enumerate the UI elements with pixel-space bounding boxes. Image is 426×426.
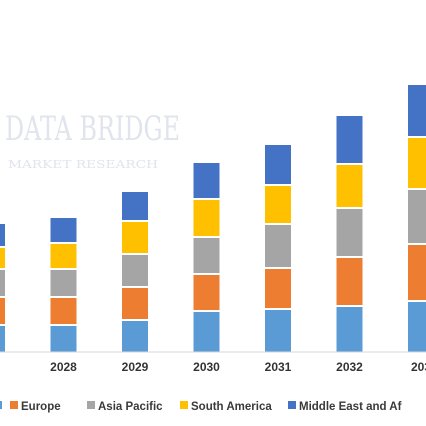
bar-segment-2032-europe [336,258,363,305]
bar-segment-2031-north-america [265,310,291,352]
bar-segment-2029-europe [122,288,148,319]
bar-segment-2032-south-america [336,165,363,207]
bar-segment-2027-asia-pacific [0,270,5,296]
bar-segment-2027-middle-east-and-africa [0,224,5,246]
bar-segment-2029-north-america [122,321,148,352]
bar-segment-2033-europe [408,245,426,300]
x-tick-label: 2028 [50,360,77,374]
bars-group [0,85,426,352]
bar-segment-2030-south-america [193,200,220,236]
watermark-logo: DATA BRIDGE MARKET RESEARCH [5,109,180,171]
legend-swatch-europe [10,401,18,409]
bar-segment-2033-asia-pacific [408,190,426,243]
legend-swatch-south-america [180,401,188,409]
x-tick-label: 2030 [193,360,220,374]
bar-segment-2027-europe [0,298,5,324]
legend-swatch-asia-pacific [87,401,95,409]
x-tick-labels: 720282029203020312032203 [50,360,426,374]
bar-segment-2031-middle-east-and-africa [265,145,291,184]
x-tick-label: 2031 [265,360,292,374]
x-tick-label: 2029 [122,360,149,374]
bar-segment-2028-north-america [50,326,77,352]
bar-segment-2028-middle-east-and-africa [50,218,77,242]
bar-segment-2030-asia-pacific [193,238,220,273]
bar-segment-2029-middle-east-and-africa [122,192,148,220]
legend-swatch-north-america [0,401,2,409]
bar-segment-2030-middle-east-and-africa [193,163,220,198]
bar-segment-2032-asia-pacific [336,209,363,256]
x-tick-label: 203 [411,360,426,374]
bar-segment-2029-south-america [122,222,148,253]
bar-segment-2031-asia-pacific [265,225,291,267]
legend-label-asia-pacific: Asia Pacific [98,401,163,413]
bar-segment-2032-middle-east-and-africa [336,116,363,163]
bar-segment-2033-north-america [408,302,426,352]
bar-segment-2030-europe [193,275,220,310]
legend-label-south-america: South America [191,401,272,413]
bar-segment-2031-south-america [265,186,291,223]
bar-segment-2033-south-america [408,138,426,188]
bar-segment-2031-europe [265,269,291,308]
bar-segment-2028-south-america [50,244,77,268]
bar-segment-2028-asia-pacific [50,270,77,296]
bar-segment-2033-middle-east-and-africa [408,85,426,136]
x-tick-label: 2032 [336,360,363,374]
bar-segment-2028-europe [50,298,77,324]
bar-segment-2029-asia-pacific [122,255,148,286]
watermark-line2: MARKET RESEARCH [8,158,158,171]
bar-segment-2032-north-america [336,307,363,352]
legend: Europe Asia Pacific South America Middle Ea… [0,401,402,413]
watermark-line1: DATA BRIDGE [5,109,180,149]
legend-label-middle-east-and-africa: Middle East and Af [299,401,402,413]
legend-swatch-middle-east-and-africa [288,401,296,409]
bar-segment-2027-south-america [0,248,5,268]
bar-segment-2030-north-america [193,312,220,352]
legend-label-europe: Europe [21,401,61,413]
bar-segment-2027-north-america [0,326,5,352]
